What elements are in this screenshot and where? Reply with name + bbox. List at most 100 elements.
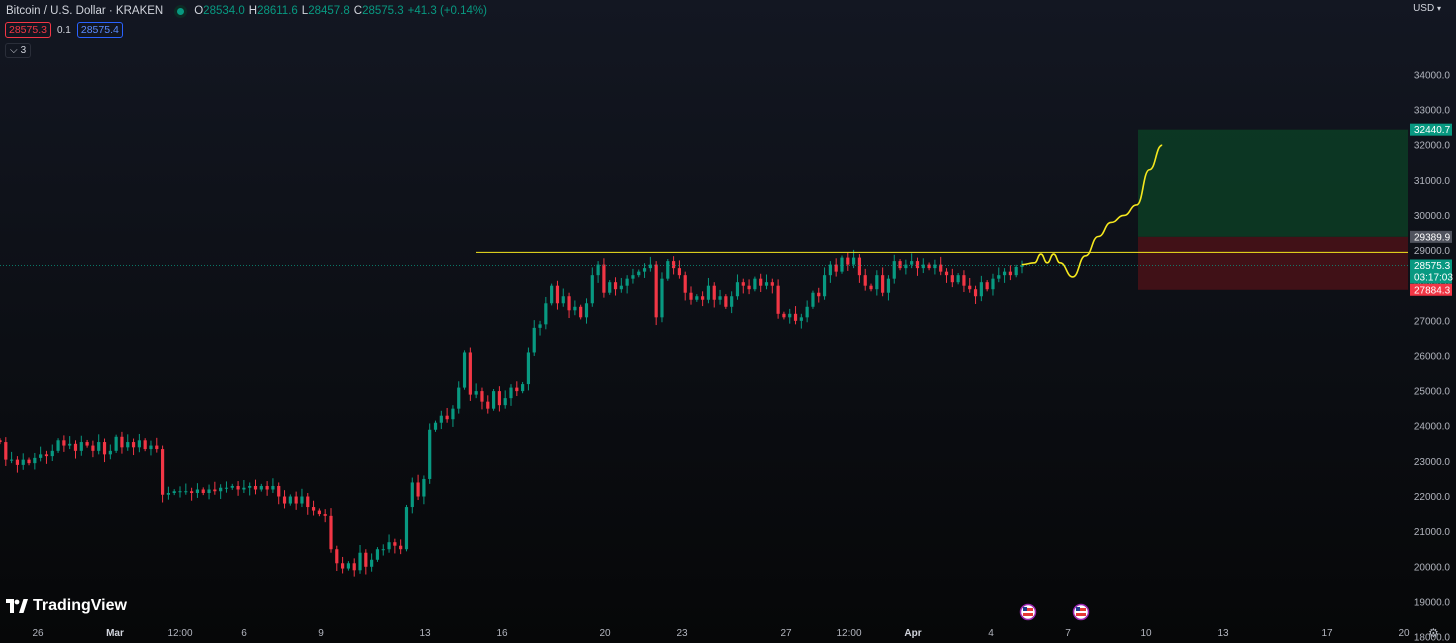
candle-body [97, 442, 101, 451]
flag-stripe [1023, 613, 1033, 616]
candle-body [526, 352, 531, 385]
profit-zone[interactable] [1138, 129, 1408, 237]
y-axis-tick-label: 29000.0 [1414, 246, 1451, 257]
y-axis-tick-label: 33000.0 [1414, 106, 1451, 117]
candle-body [724, 296, 728, 307]
y-axis-tick-label: 25000.0 [1414, 387, 1451, 398]
us-flag-event-icon[interactable] [1019, 603, 1037, 621]
y-axis-tick-label: 34000.0 [1414, 70, 1451, 81]
candle-body [306, 496, 310, 508]
candle-body [294, 496, 298, 504]
loss-zone[interactable] [1138, 236, 1408, 290]
candle-body [869, 285, 873, 290]
candle-body [56, 440, 60, 451]
candle-body [822, 275, 827, 297]
low-label: L [301, 5, 309, 17]
y-axis-tick-label: 22000.0 [1414, 492, 1451, 503]
candle-body [637, 271, 641, 276]
candle-body [410, 482, 414, 508]
candle-body [102, 442, 107, 455]
candle-body [747, 285, 751, 290]
candle-body [4, 442, 8, 460]
candle-body [521, 384, 525, 392]
candle-body [602, 264, 606, 293]
close-label: C [353, 5, 363, 17]
y-axis-tick-label: 30000.0 [1414, 211, 1451, 222]
candle-body [828, 264, 832, 276]
candle-body [474, 391, 478, 395]
currency-selector[interactable]: USD ▾ [1413, 3, 1441, 14]
y-axis-tick-label: 32000.0 [1414, 141, 1451, 152]
candle-body [224, 487, 229, 489]
candle-body [346, 563, 351, 569]
candle-body [515, 387, 519, 392]
event-icon-ring [1019, 603, 1037, 621]
indicators-toggle[interactable]: ⌵ 3 [5, 43, 32, 58]
candle-body [62, 440, 66, 446]
candle-body [677, 268, 681, 276]
candle-body [451, 408, 455, 420]
candle-body [776, 285, 780, 314]
symbol-header: Bitcoin / U.S. Dollar · KRAKEN O 28534.0 … [6, 3, 491, 19]
stop-loss-label-bg [1410, 283, 1452, 296]
candle-body [666, 261, 670, 279]
candle-body [1020, 265, 1024, 267]
candle-body [689, 292, 693, 300]
candle-body [503, 398, 507, 406]
y-axis-tick-label: 21000.0 [1414, 527, 1451, 538]
candle-body [149, 445, 153, 450]
candle-body [782, 313, 786, 318]
entry-price-label: 29389.9 [1414, 232, 1451, 243]
candle-body [143, 440, 147, 450]
tradingview-logo-icon [6, 599, 28, 613]
bid-ask-row: 28575.3 0.1 28575.4 [5, 22, 123, 38]
stop-loss-label: 27884.3 [1414, 285, 1451, 296]
x-axis-tick-label: 17 [1321, 628, 1333, 639]
x-axis-tick-label: 16 [496, 628, 508, 639]
candle-body [573, 306, 577, 311]
tradingview-logo[interactable]: TradingView [6, 597, 127, 615]
y-axis-tick-label: 23000.0 [1414, 457, 1451, 468]
candle-body [788, 313, 792, 318]
candle-body [770, 282, 774, 286]
y-axis-tick-label: 19000.0 [1414, 597, 1451, 608]
candle-body [625, 278, 629, 286]
us-flag-event-icon[interactable] [1072, 603, 1090, 621]
y-axis-tick-label: 27000.0 [1414, 316, 1451, 327]
candle-body [33, 457, 37, 464]
candle-body [555, 285, 560, 304]
candle-body [195, 489, 200, 494]
candle-body [840, 257, 844, 272]
candle-body [155, 445, 159, 450]
candle-body [712, 285, 716, 300]
indicators-count: 3 [20, 45, 27, 56]
buy-button[interactable]: 28575.4 [76, 22, 123, 38]
candle-body [265, 485, 269, 490]
candle-body [131, 442, 136, 448]
candle-body [991, 278, 995, 290]
candle-body [428, 429, 432, 479]
candle-body [259, 485, 263, 490]
x-axis-tick-label: 27 [780, 628, 792, 639]
candle-body [358, 552, 362, 571]
candle-body [886, 278, 891, 293]
projection-path[interactable] [1021, 144, 1163, 278]
symbol-title[interactable]: Bitcoin / U.S. Dollar · KRAKEN [6, 5, 164, 17]
x-axis-tick-label: 23 [676, 628, 688, 639]
candle-body [701, 296, 705, 300]
sell-button[interactable]: 28575.3 [5, 22, 51, 38]
event-icon-ring [1072, 603, 1090, 621]
candle-body [341, 563, 345, 569]
candle-body [968, 285, 972, 290]
candle-body [979, 282, 983, 297]
market-status-icon[interactable] [177, 7, 185, 15]
settings-gear-icon[interactable]: ⚙ [1428, 626, 1439, 640]
candle-body [497, 391, 501, 406]
candle-body [10, 459, 14, 461]
candle-body [329, 515, 333, 550]
candle-body [44, 454, 49, 457]
y-axis-tick-label: 24000.0 [1414, 422, 1451, 433]
y-axis-tick-label: 20000.0 [1414, 562, 1451, 573]
x-axis-tick-label: 10 [1140, 628, 1152, 639]
